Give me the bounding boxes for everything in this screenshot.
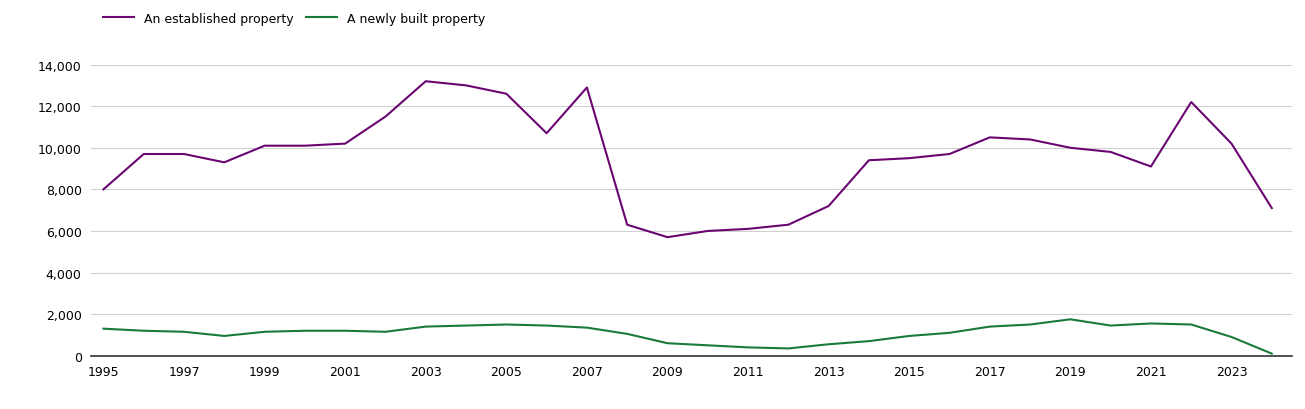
An established property <box>217 160 232 165</box>
A newly built property <box>337 328 352 333</box>
A newly built property <box>1062 317 1078 322</box>
An established property <box>499 92 514 97</box>
A newly built property <box>620 332 636 337</box>
An established property <box>821 204 837 209</box>
An established property <box>740 227 756 232</box>
An established property <box>780 222 796 227</box>
A newly built property <box>1022 322 1037 327</box>
An established property <box>298 144 313 149</box>
A newly built property <box>257 330 273 335</box>
A newly built property <box>579 326 595 330</box>
A newly built property <box>740 345 756 350</box>
An established property <box>418 80 433 85</box>
Line: An established property: An established property <box>103 82 1272 238</box>
An established property <box>620 222 636 227</box>
A newly built property <box>217 334 232 339</box>
An established property <box>1224 142 1240 147</box>
An established property <box>1265 206 1280 211</box>
A newly built property <box>981 324 997 329</box>
A newly built property <box>176 330 192 335</box>
A newly built property <box>136 328 151 333</box>
A newly built property <box>1224 335 1240 339</box>
An established property <box>1184 100 1199 105</box>
An established property <box>579 86 595 91</box>
An established property <box>95 187 111 192</box>
A newly built property <box>699 343 715 348</box>
An established property <box>458 84 474 89</box>
Legend: An established property, A newly built property: An established property, A newly built p… <box>98 8 491 31</box>
A newly built property <box>1184 322 1199 327</box>
A newly built property <box>942 330 958 335</box>
An established property <box>539 131 555 136</box>
A newly built property <box>418 324 433 329</box>
An established property <box>1143 165 1159 170</box>
An established property <box>902 156 917 161</box>
A newly built property <box>95 326 111 331</box>
A newly built property <box>780 346 796 351</box>
A newly built property <box>539 323 555 328</box>
A newly built property <box>902 334 917 339</box>
An established property <box>1022 138 1037 143</box>
An established property <box>981 136 997 141</box>
An established property <box>257 144 273 149</box>
Line: A newly built property: A newly built property <box>103 319 1272 354</box>
An established property <box>1103 150 1118 155</box>
A newly built property <box>298 328 313 333</box>
A newly built property <box>458 323 474 328</box>
An established property <box>659 235 675 240</box>
An established property <box>1062 146 1078 151</box>
An established property <box>337 142 352 147</box>
An established property <box>861 158 877 163</box>
A newly built property <box>1265 351 1280 356</box>
A newly built property <box>1143 321 1159 326</box>
A newly built property <box>659 341 675 346</box>
An established property <box>942 152 958 157</box>
An established property <box>136 152 151 157</box>
An established property <box>176 152 192 157</box>
A newly built property <box>377 330 393 335</box>
An established property <box>377 115 393 120</box>
A newly built property <box>1103 323 1118 328</box>
An established property <box>699 229 715 234</box>
A newly built property <box>499 322 514 327</box>
A newly built property <box>821 342 837 347</box>
A newly built property <box>861 339 877 344</box>
